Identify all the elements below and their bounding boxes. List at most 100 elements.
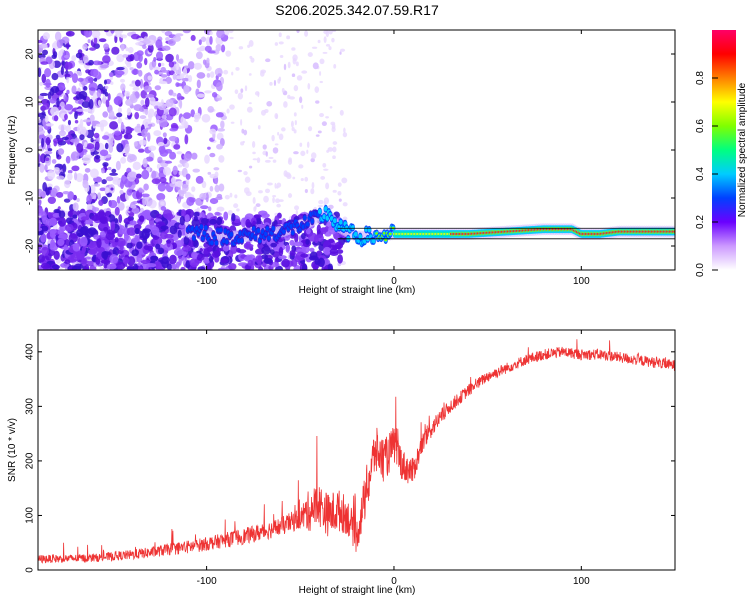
- noise-blob: [182, 112, 192, 120]
- noise-blob: [193, 215, 198, 222]
- noise-blob: [161, 256, 170, 265]
- noise-blob: [138, 139, 147, 146]
- noise-blob: [196, 79, 201, 89]
- noise-blob: [81, 100, 91, 109]
- noise-blob: [116, 143, 124, 153]
- noise-blob: [106, 133, 115, 144]
- noise-blob: [209, 36, 213, 45]
- noise-blob: [103, 226, 109, 232]
- noise-blob: [65, 30, 75, 37]
- noise-blob: [105, 232, 116, 241]
- noise-blob: [244, 85, 248, 92]
- noise-blob: [306, 149, 309, 154]
- noise-blob: [102, 162, 109, 167]
- colorbar-tick-label: 0.8: [695, 71, 706, 85]
- noise-blob: [57, 238, 65, 246]
- noise-blob: [111, 46, 120, 55]
- noise-blob: [203, 256, 210, 263]
- noise-blob: [185, 173, 191, 180]
- noise-blob: [242, 140, 246, 144]
- noise-blob: [176, 125, 185, 129]
- noise-blob: [40, 262, 51, 269]
- noise-blob: [49, 98, 57, 104]
- noise-blob: [151, 178, 161, 185]
- noise-blob: [168, 135, 178, 142]
- noise-blob: [224, 194, 230, 200]
- noise-blob: [106, 263, 117, 270]
- noise-blob: [93, 234, 100, 240]
- noise-blob: [120, 180, 125, 190]
- noise-blob: [246, 106, 253, 113]
- noise-blob: [85, 143, 95, 150]
- noise-blob: [296, 30, 300, 34]
- noise-blob: [317, 205, 324, 208]
- noise-blob: [88, 82, 98, 92]
- y-tick-label: 0: [25, 567, 36, 573]
- noise-blob: [114, 130, 121, 136]
- noise-blob: [207, 105, 215, 113]
- noise-blob: [189, 258, 200, 268]
- carrier-mid: [210, 240, 214, 246]
- noise-blob: [193, 112, 201, 121]
- noise-blob: [112, 241, 118, 248]
- noise-blob: [84, 167, 91, 173]
- noise-blob: [152, 66, 161, 71]
- noise-blob: [293, 85, 299, 92]
- noise-blob: [185, 260, 191, 269]
- noise-blob: [310, 188, 315, 195]
- noise-blob: [315, 134, 320, 137]
- noise-blob: [156, 192, 166, 201]
- carrier-mid: [265, 226, 270, 232]
- noise-blob: [160, 206, 167, 211]
- noise-blob: [140, 259, 151, 265]
- noise-blob: [119, 189, 124, 195]
- noise-blob: [76, 142, 84, 153]
- noise-blob: [322, 51, 328, 54]
- noise-blob: [70, 151, 80, 161]
- noise-blob: [200, 205, 209, 210]
- noise-blob: [133, 263, 139, 270]
- noise-blob: [295, 209, 299, 216]
- noise-blob: [141, 169, 150, 180]
- noise-blob: [327, 263, 333, 270]
- noise-blob: [96, 238, 102, 249]
- noise-blob: [62, 191, 70, 195]
- noise-blob: [310, 157, 315, 163]
- noise-blob: [207, 50, 216, 54]
- noise-blob: [148, 145, 157, 151]
- noise-blob: [44, 157, 50, 162]
- noise-blob: [88, 47, 97, 51]
- noise-blob: [229, 104, 235, 110]
- noise-blob: [181, 246, 192, 252]
- noise-blob: [183, 65, 189, 69]
- noise-blob: [215, 112, 224, 118]
- noise-blob: [104, 85, 109, 90]
- noise-blob: [207, 146, 211, 150]
- noise-blob: [64, 96, 69, 103]
- noise-blob: [142, 157, 148, 168]
- carrier-mid: [267, 235, 271, 241]
- noise-blob: [264, 159, 271, 163]
- noise-blob: [258, 266, 264, 270]
- noise-blob: [320, 175, 326, 180]
- noise-blob: [222, 243, 230, 252]
- noise-blob: [342, 216, 348, 221]
- noise-blob: [209, 198, 219, 205]
- noise-blob: [38, 118, 42, 124]
- noise-blob: [275, 114, 278, 119]
- noise-blob: [120, 157, 127, 164]
- noise-blob: [50, 106, 60, 116]
- noise-blob: [39, 43, 48, 49]
- noise-blob: [144, 196, 153, 207]
- spectrogram-y-ticks: -20 -10 0 10 20: [25, 48, 675, 253]
- noise-blob: [191, 152, 198, 160]
- noise-blob: [164, 148, 173, 154]
- noise-blob: [278, 32, 282, 38]
- colorbar-tick-label: 0.2: [695, 215, 706, 229]
- noise-blob: [168, 61, 175, 68]
- noise-blob: [314, 234, 319, 244]
- noise-blob: [109, 121, 119, 130]
- noise-blob: [75, 52, 83, 59]
- noise-blob: [115, 160, 121, 171]
- noise-blob: [130, 154, 137, 162]
